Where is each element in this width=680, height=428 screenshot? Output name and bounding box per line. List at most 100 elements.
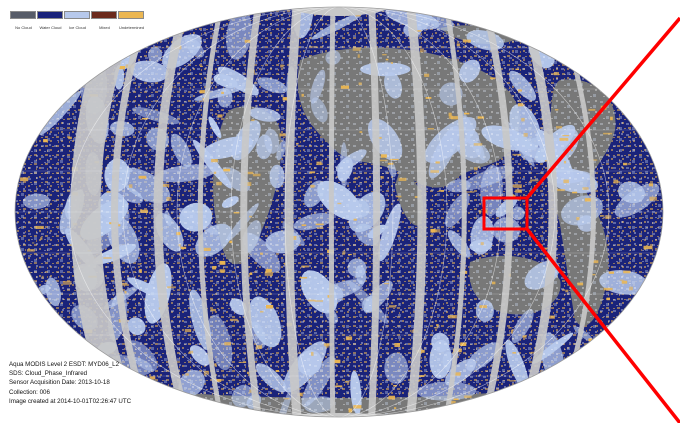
- undetermined-patch: [447, 315, 457, 319]
- undetermined-patch: [388, 305, 397, 308]
- undetermined-patch: [556, 126, 563, 129]
- undetermined-patch: [224, 342, 231, 346]
- undetermined-patch: [106, 191, 111, 193]
- undetermined-patch: [184, 329, 192, 333]
- undetermined-patch: [512, 352, 517, 354]
- undetermined-patch: [62, 281, 72, 285]
- undetermined-patch: [185, 373, 189, 376]
- undetermined-patch: [518, 89, 522, 92]
- undetermined-patch: [310, 184, 315, 188]
- undetermined-patch: [492, 281, 496, 285]
- legend-item-mixed: Mixed: [91, 11, 118, 30]
- legend-label: No Cloud: [15, 25, 32, 30]
- undetermined-patch: [387, 162, 394, 165]
- undetermined-patch: [382, 54, 387, 56]
- undetermined-patch: [623, 162, 628, 166]
- metadata-acquisition-date: Sensor Acquisition Date: 2013-10-18: [9, 379, 110, 387]
- undetermined-patch: [456, 43, 460, 47]
- undetermined-patch: [430, 228, 436, 233]
- orbit-gap: [516, 7, 558, 417]
- undetermined-patch: [606, 297, 610, 301]
- undetermined-patch: [20, 177, 29, 182]
- undetermined-patch: [264, 272, 273, 276]
- orbit-gap: [367, 7, 381, 417]
- undetermined-patch: [32, 242, 35, 244]
- undetermined-patch: [173, 86, 177, 88]
- undetermined-patch: [43, 139, 48, 143]
- undetermined-patch: [521, 117, 525, 122]
- meridian: [122, 7, 556, 417]
- undetermined-patch: [118, 224, 121, 227]
- undetermined-patch: [435, 161, 440, 164]
- undetermined-patch: [266, 305, 274, 309]
- undetermined-patch: [509, 380, 516, 382]
- undetermined-patch: [548, 102, 551, 104]
- undetermined-patch: [180, 246, 187, 249]
- undetermined-patch: [352, 47, 361, 51]
- legend-label: Ice Cloud: [69, 25, 86, 30]
- undetermined-patch: [162, 183, 170, 187]
- meridian: [176, 7, 502, 417]
- undetermined-patch: [435, 229, 441, 233]
- undetermined-patch: [515, 189, 522, 193]
- undetermined-patch: [279, 133, 287, 137]
- undetermined-patch: [473, 143, 483, 146]
- undetermined-patch: [419, 375, 425, 377]
- undetermined-patch: [282, 97, 290, 101]
- undetermined-patch: [176, 232, 181, 236]
- undetermined-patch: [424, 73, 430, 77]
- image-metadata: Aqua MODIS Level 2 ESDT: MYD06_L2 SDS: C…: [9, 360, 131, 406]
- orbit-gap: [111, 7, 154, 417]
- orbit-gap: [240, 7, 263, 417]
- undetermined-patch: [554, 109, 559, 111]
- undetermined-patch: [200, 65, 203, 67]
- undetermined-patch: [420, 48, 424, 53]
- undetermined-patch: [582, 187, 589, 190]
- undetermined-patch: [477, 116, 484, 119]
- undetermined-patch: [238, 361, 247, 363]
- undetermined-patch: [244, 39, 251, 43]
- undetermined-patch: [252, 173, 261, 177]
- undetermined-patch: [223, 168, 231, 172]
- undetermined-patch: [584, 198, 593, 202]
- legend-item-ice-cloud: Ice Cloud: [64, 11, 91, 30]
- undetermined-patch: [315, 223, 324, 226]
- undetermined-patch: [530, 179, 539, 182]
- undetermined-patch: [603, 287, 613, 291]
- undetermined-patch: [648, 183, 653, 187]
- undetermined-patch: [221, 91, 224, 94]
- undetermined-patch: [394, 343, 400, 347]
- undetermined-patch: [510, 329, 513, 334]
- undetermined-patch: [340, 85, 349, 89]
- undetermined-patch: [124, 291, 127, 294]
- undetermined-patch: [35, 225, 44, 229]
- undetermined-patch: [335, 385, 343, 388]
- undetermined-patch: [460, 342, 467, 346]
- undetermined-patch: [381, 176, 384, 179]
- undetermined-patch: [247, 371, 250, 374]
- undetermined-patch: [141, 117, 149, 120]
- undetermined-patch: [105, 156, 109, 159]
- undetermined-patch: [623, 270, 631, 274]
- undetermined-patch: [301, 224, 307, 227]
- undetermined-patch: [213, 171, 217, 174]
- globe-outline: [14, 6, 664, 418]
- undetermined-patch: [448, 115, 453, 119]
- undetermined-patch: [398, 177, 407, 181]
- undetermined-patch: [244, 171, 254, 175]
- undetermined-patch: [390, 62, 393, 64]
- undetermined-patch: [229, 367, 232, 369]
- metadata-product: Aqua MODIS Level 2 ESDT: MYD06_L2: [9, 361, 120, 368]
- undetermined-patch: [323, 343, 332, 347]
- undetermined-patch: [531, 351, 536, 354]
- undetermined-patch: [571, 149, 573, 152]
- undetermined-patch: [299, 277, 308, 279]
- undetermined-patch: [619, 279, 625, 281]
- undetermined-patch: [260, 252, 263, 255]
- metadata-created: Image created at 2014-10-01T02:26:47 UTC: [9, 397, 132, 405]
- undetermined-patch: [212, 266, 217, 270]
- undetermined-patch: [522, 335, 527, 338]
- undetermined-patch: [600, 215, 604, 217]
- undetermined-patch: [359, 131, 363, 133]
